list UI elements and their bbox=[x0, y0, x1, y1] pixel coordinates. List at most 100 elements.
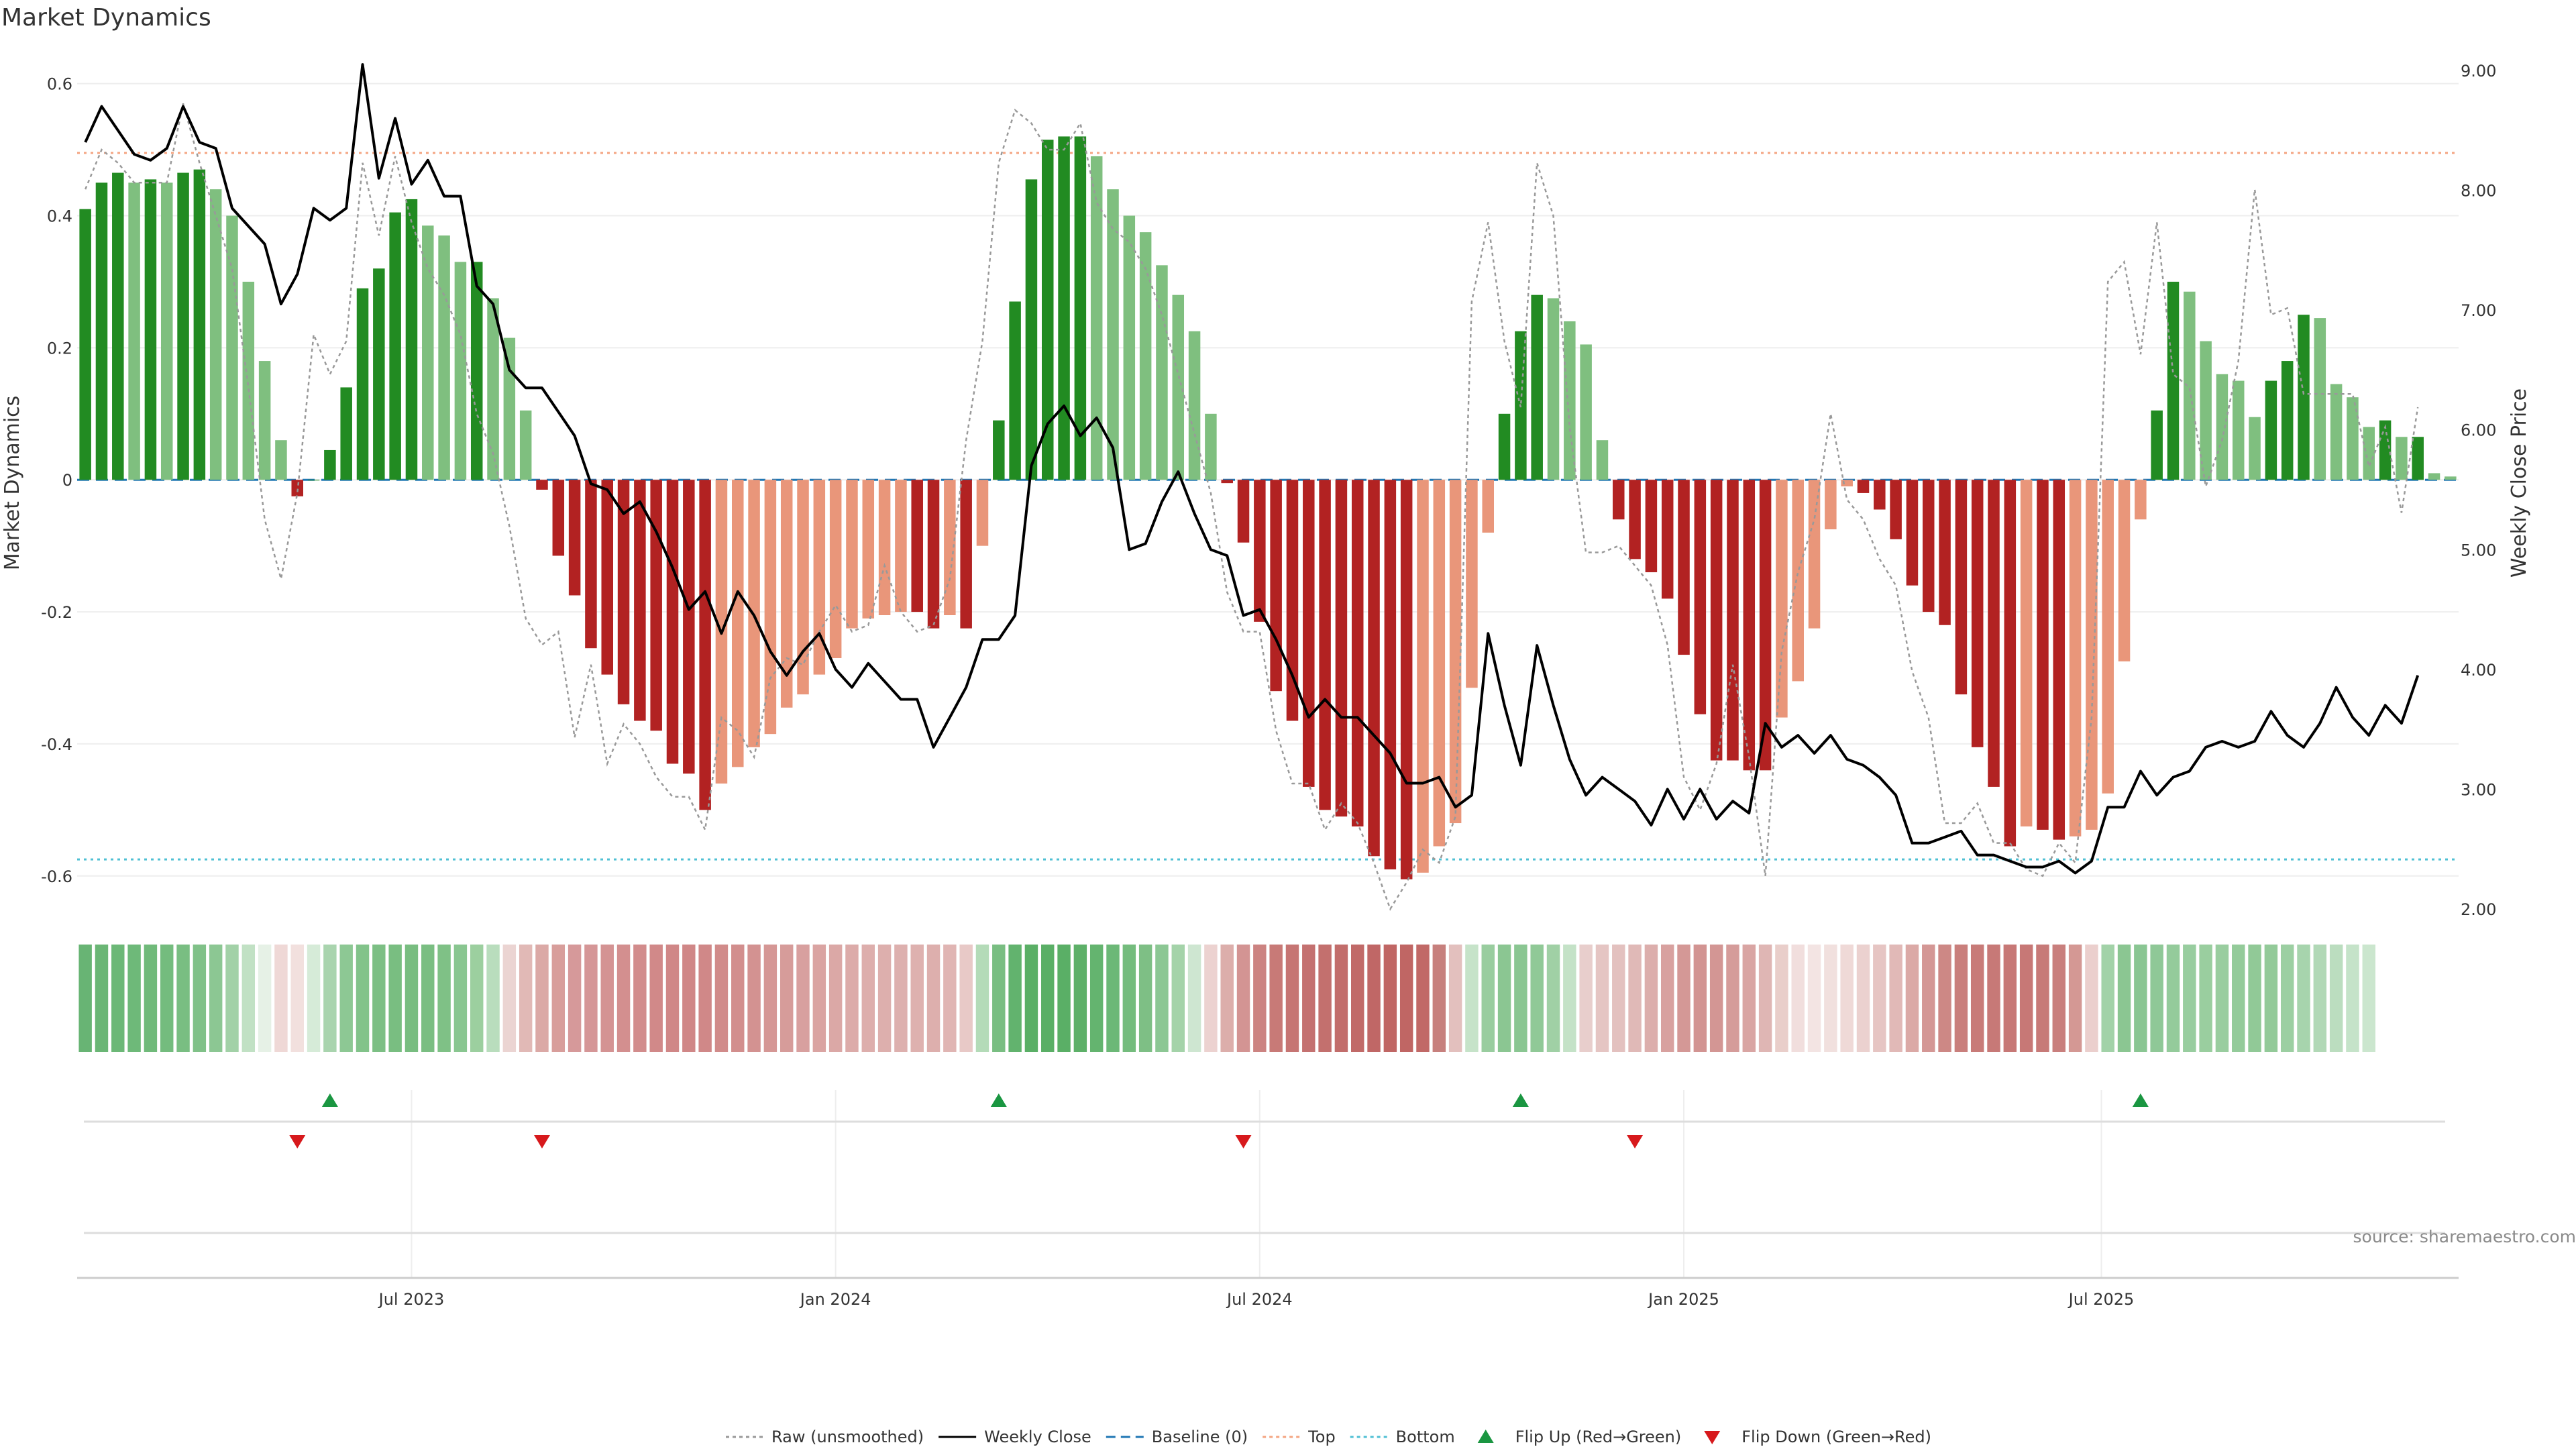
heat-cell-111 bbox=[1889, 945, 1902, 1052]
heat-cell-106 bbox=[1807, 945, 1821, 1052]
heat-cell-91 bbox=[1563, 945, 1576, 1052]
bar-53 bbox=[944, 480, 956, 616]
heat-cell-21 bbox=[421, 945, 435, 1052]
right-axis-title: Weekly Close Price bbox=[2508, 388, 2531, 578]
heat-cell-22 bbox=[437, 945, 451, 1052]
heat-cell-126 bbox=[2134, 945, 2147, 1052]
bar-70 bbox=[1221, 480, 1233, 484]
heat-cell-57 bbox=[1008, 945, 1022, 1052]
bar-80 bbox=[1384, 480, 1397, 869]
x-tick-label-1: Jan 2024 bbox=[799, 1290, 871, 1309]
raw-series-line bbox=[85, 103, 2419, 911]
bar-128 bbox=[2167, 281, 2180, 480]
bar-109 bbox=[1857, 480, 1870, 493]
legend-flip-down-icon bbox=[1704, 1431, 1721, 1444]
heat-cell-78 bbox=[1351, 945, 1364, 1052]
heat-cell-118 bbox=[2003, 945, 2017, 1052]
heat-cell-3 bbox=[127, 945, 141, 1052]
bar-4 bbox=[144, 179, 157, 480]
bar-35 bbox=[650, 480, 662, 731]
bar-16 bbox=[340, 387, 352, 480]
bar-34 bbox=[634, 480, 646, 721]
bar-115 bbox=[1955, 480, 1968, 695]
bar-108 bbox=[1841, 480, 1853, 487]
bar-104 bbox=[1776, 480, 1788, 718]
bar-62 bbox=[1090, 156, 1103, 480]
heat-cell-26 bbox=[502, 945, 517, 1052]
legend-item-2: Baseline (0) bbox=[1106, 1428, 1248, 1446]
bar-1 bbox=[95, 182, 108, 480]
bar-27 bbox=[519, 410, 532, 480]
bar-72 bbox=[1254, 480, 1266, 622]
legend-label: Raw (unsmoothed) bbox=[771, 1428, 924, 1446]
bar-79 bbox=[1368, 480, 1380, 857]
heat-cell-76 bbox=[1318, 945, 1332, 1052]
bar-82 bbox=[1417, 480, 1429, 873]
heat-cell-83 bbox=[1432, 945, 1446, 1052]
heat-cell-47 bbox=[845, 945, 859, 1052]
heat-cell-114 bbox=[1938, 945, 1951, 1052]
heat-cell-66 bbox=[1155, 945, 1169, 1052]
heat-cell-20 bbox=[405, 945, 419, 1052]
market-dynamics-bars bbox=[79, 136, 2457, 879]
bar-81 bbox=[1400, 480, 1413, 879]
bar-55 bbox=[976, 480, 989, 546]
x-tick-label-4: Jul 2025 bbox=[2068, 1290, 2135, 1309]
heat-cell-51 bbox=[910, 945, 924, 1052]
legend-item-0: Raw (unsmoothed) bbox=[726, 1428, 924, 1446]
bar-44 bbox=[797, 480, 809, 695]
bar-19 bbox=[389, 212, 401, 480]
heat-cell-101 bbox=[1726, 945, 1739, 1052]
bar-127 bbox=[2151, 410, 2163, 480]
bar-105 bbox=[1792, 480, 1804, 682]
heat-cell-128 bbox=[2166, 945, 2180, 1052]
legend: Raw (unsmoothed) Weekly Close Baseline (0)… bbox=[726, 1428, 1931, 1446]
heat-cell-28 bbox=[535, 945, 549, 1052]
heat-cell-116 bbox=[1970, 945, 1984, 1052]
bar-111 bbox=[1890, 480, 1902, 539]
heat-cell-38 bbox=[698, 945, 712, 1052]
heat-cell-27 bbox=[519, 945, 533, 1052]
heat-cell-92 bbox=[1579, 945, 1593, 1052]
heat-cell-85 bbox=[1465, 945, 1479, 1052]
heat-cell-80 bbox=[1383, 945, 1397, 1052]
heat-cell-109 bbox=[1856, 945, 1870, 1052]
heat-cell-137 bbox=[2313, 945, 2327, 1052]
heat-cell-104 bbox=[1775, 945, 1788, 1052]
heat-cell-24 bbox=[470, 945, 484, 1052]
bar-22 bbox=[438, 235, 450, 480]
right-tick-label-0: 9.00 bbox=[2461, 62, 2496, 80]
bar-112 bbox=[1906, 480, 1919, 586]
bar-24 bbox=[470, 262, 483, 480]
heat-cell-123 bbox=[2085, 945, 2098, 1052]
legend-label: Top bbox=[1307, 1428, 1336, 1446]
bar-89 bbox=[1531, 294, 1543, 480]
bar-10 bbox=[242, 281, 255, 480]
heat-cell-67 bbox=[1171, 945, 1185, 1052]
heat-cell-81 bbox=[1399, 945, 1413, 1052]
heat-cell-140 bbox=[2362, 945, 2375, 1052]
heat-cell-86 bbox=[1481, 945, 1495, 1052]
heat-cell-43 bbox=[780, 945, 794, 1052]
bar-122 bbox=[2069, 480, 2082, 837]
bar-98 bbox=[1678, 480, 1690, 655]
bar-25 bbox=[487, 298, 499, 480]
flip-up-marker-2 bbox=[1512, 1093, 1529, 1107]
bar-121 bbox=[2053, 480, 2065, 840]
heat-cell-36 bbox=[665, 945, 680, 1052]
heat-cell-12 bbox=[274, 945, 288, 1052]
bar-101 bbox=[1727, 480, 1739, 761]
bar-54 bbox=[960, 480, 972, 629]
heat-cell-50 bbox=[894, 945, 908, 1052]
legend-item-3: Top bbox=[1263, 1428, 1336, 1446]
bar-48 bbox=[862, 480, 875, 619]
heat-cell-96 bbox=[1644, 945, 1658, 1052]
left-tick-label-1: 0.4 bbox=[47, 207, 72, 226]
heat-cell-1 bbox=[95, 945, 109, 1052]
bar-123 bbox=[2086, 480, 2098, 830]
bar-91 bbox=[1564, 321, 1576, 480]
heat-cell-37 bbox=[682, 945, 696, 1052]
legend-item-5: Flip Up (Red→Green) bbox=[1477, 1428, 1681, 1446]
heat-cell-0 bbox=[78, 945, 92, 1052]
x-tick-label-2: Jul 2024 bbox=[1226, 1290, 1293, 1309]
